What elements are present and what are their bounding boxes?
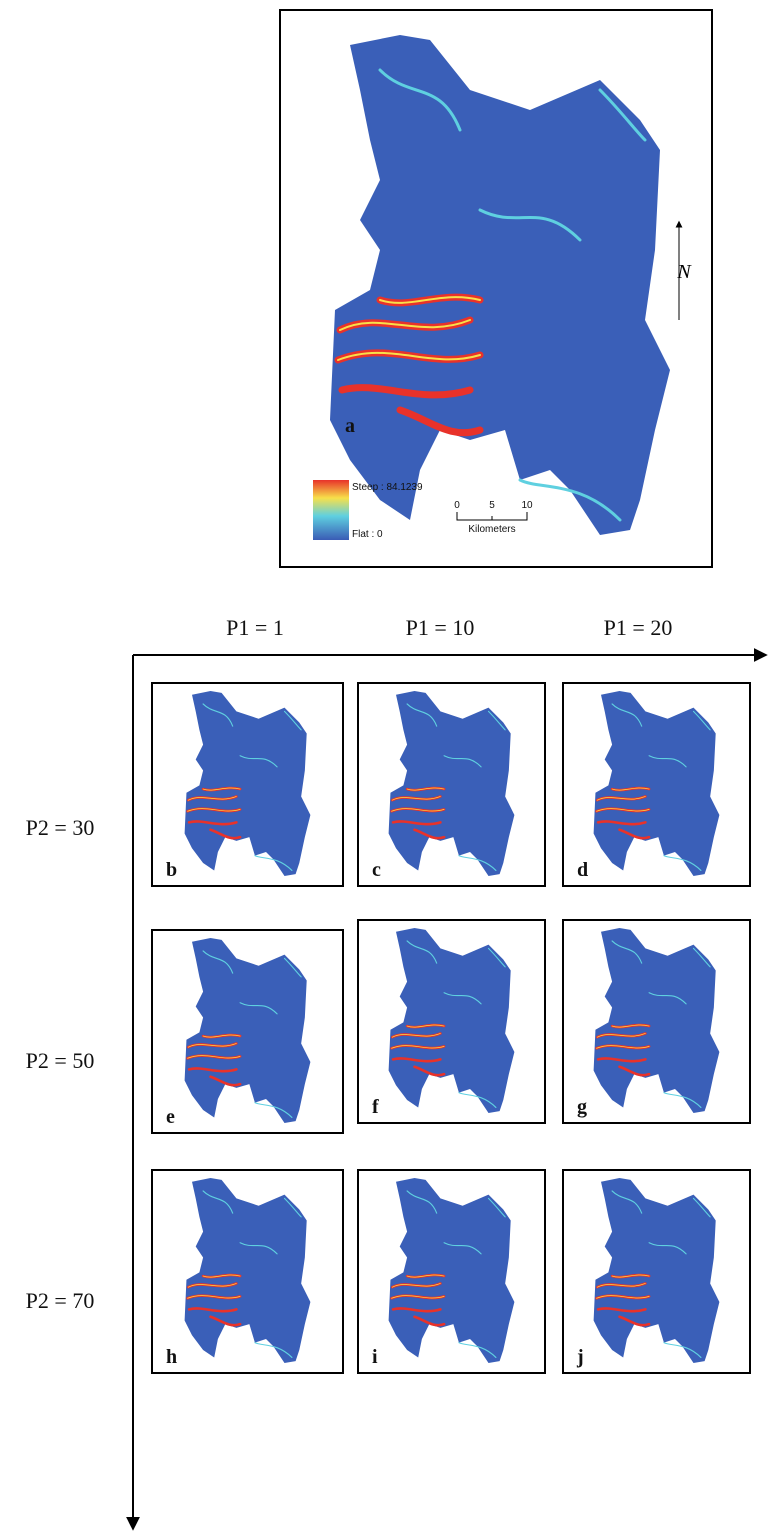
legend-ramp [313,480,349,540]
north-label: N [676,261,692,283]
scale-tick: 0 [454,500,460,511]
panel-letter: i [372,1346,378,1368]
column-label: P1 = 1 [226,615,284,640]
row-label: P2 = 70 [26,1288,95,1313]
panel-grid: P1 = 1 P1 = 10 P1 = 20 P2 = 30 P2 = 50 P2 = 7… [26,615,750,1373]
panel-letter: b [166,859,177,881]
row-label: P2 = 30 [26,815,95,840]
panel-letter: d [577,859,588,881]
panel-letter: g [577,1096,587,1118]
legend-max: Steep : 84.1239 [352,482,423,493]
legend-min: Flat : 0 [352,529,383,540]
scale-tick: 10 [521,500,533,511]
panel-letter: f [372,1096,379,1118]
column-label: P1 = 20 [604,615,673,640]
scale-unit: Kilometers [468,524,515,535]
figure: a Steep : 84.1239 Flat : 0 0 5 10 Kilome… [0,0,770,1536]
scale-tick: 5 [489,500,495,511]
panel-letter: a [345,415,355,437]
panel-letter: h [166,1346,177,1368]
row-label: P2 = 50 [26,1048,95,1073]
panel-letter: c [372,859,381,881]
panel-letter: j [576,1346,584,1368]
column-label: P1 = 10 [406,615,475,640]
panel-letter: e [166,1106,175,1128]
